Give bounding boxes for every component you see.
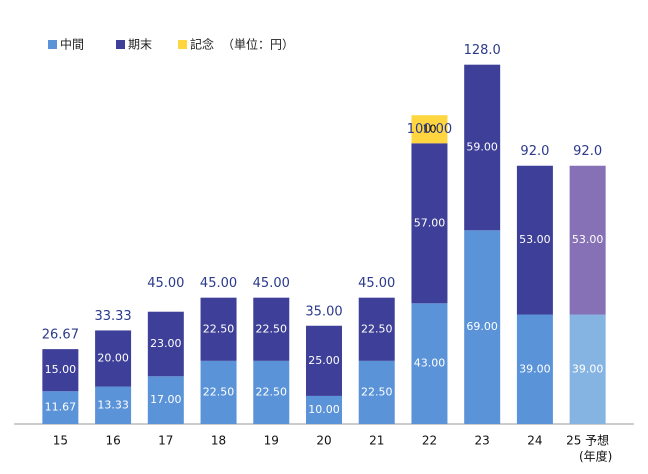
bar-segment <box>306 325 342 396</box>
value-label: 13.33 <box>97 398 129 411</box>
value-label: 22.50 <box>361 322 393 335</box>
bar-segment <box>411 303 448 424</box>
total-label: 100.00 <box>407 122 453 137</box>
value-label: 57.00 <box>414 216 446 229</box>
x-tick-label: 22 <box>422 434 437 448</box>
bar-segment <box>569 314 606 424</box>
bar-segment <box>516 314 553 424</box>
x-tick-label: 19 <box>264 434 279 448</box>
value-label: 11.67 <box>45 401 77 414</box>
bar-segment <box>358 297 395 361</box>
bar-segment <box>358 360 395 424</box>
bar-segment <box>42 391 79 424</box>
bar-segment <box>200 297 237 361</box>
value-label: 53.00 <box>572 233 604 246</box>
total-label: 33.33 <box>94 309 131 324</box>
total-label: 92.0 <box>520 144 549 159</box>
bar-segment <box>147 376 184 424</box>
x-tick-label: 21 <box>369 434 384 448</box>
x-tick-label: 18 <box>211 434 226 448</box>
x-tick-label: 16 <box>105 434 120 448</box>
value-label: 43.00 <box>414 357 446 370</box>
total-label: 35.00 <box>305 304 342 319</box>
bar-segment <box>306 395 342 424</box>
total-label: 92.0 <box>573 144 602 159</box>
value-label: 23.00 <box>150 337 182 350</box>
x-tick-label: 23 <box>475 434 490 448</box>
x-axis-label: (年度) <box>579 449 612 464</box>
total-label: 45.00 <box>358 276 395 291</box>
value-label: 10 <box>422 122 436 135</box>
total-label: 128.0 <box>464 43 501 58</box>
x-tick-label: 15 <box>53 434 68 448</box>
bar-segment <box>253 297 290 361</box>
value-label: 39.00 <box>572 362 604 375</box>
value-label: 20.00 <box>97 352 129 365</box>
bar-segment <box>516 165 553 315</box>
value-label: 17.00 <box>150 393 182 406</box>
legend-label: 期末 <box>128 38 152 52</box>
legend-swatch <box>116 40 125 49</box>
value-label: 22.50 <box>361 385 393 398</box>
x-tick-label: 20 <box>316 434 331 448</box>
value-label: 22.50 <box>256 322 288 335</box>
value-label: 22.50 <box>256 385 288 398</box>
x-tick-label: 25 予想 <box>566 433 609 448</box>
bar-segment <box>95 386 132 424</box>
value-label: 22.50 <box>203 322 235 335</box>
legend-swatch <box>178 40 187 49</box>
bar-segment <box>253 360 290 424</box>
total-label: 45.00 <box>253 276 290 291</box>
bar-segment <box>411 115 448 144</box>
total-label: 26.67 <box>42 328 79 343</box>
value-label: 25.00 <box>308 354 340 367</box>
bar-segment <box>464 64 501 231</box>
value-label: 53.00 <box>519 233 551 246</box>
total-label: 45.00 <box>200 276 237 291</box>
bar-segment <box>200 360 237 424</box>
bar-segment <box>147 311 184 377</box>
x-tick-label: 24 <box>527 434 542 448</box>
bar-segment <box>42 349 79 392</box>
bar-segment <box>569 165 606 315</box>
legend-label: 中間 <box>60 37 84 52</box>
value-label: 69.00 <box>466 320 498 333</box>
value-label: 15.00 <box>45 363 77 376</box>
legend-label: 記念 <box>190 37 214 52</box>
legend-swatch <box>48 40 57 49</box>
bar-segment <box>464 230 501 424</box>
bar-segment <box>95 330 132 387</box>
unit-label: （単位：円） <box>222 37 294 52</box>
value-label: 22.50 <box>203 385 235 398</box>
bar-segment <box>411 143 448 304</box>
x-tick-label: 17 <box>158 434 173 448</box>
total-label: 45.00 <box>147 276 184 291</box>
value-label: 10.00 <box>308 403 340 416</box>
value-label: 39.00 <box>519 362 551 375</box>
value-label: 59.00 <box>466 140 498 153</box>
